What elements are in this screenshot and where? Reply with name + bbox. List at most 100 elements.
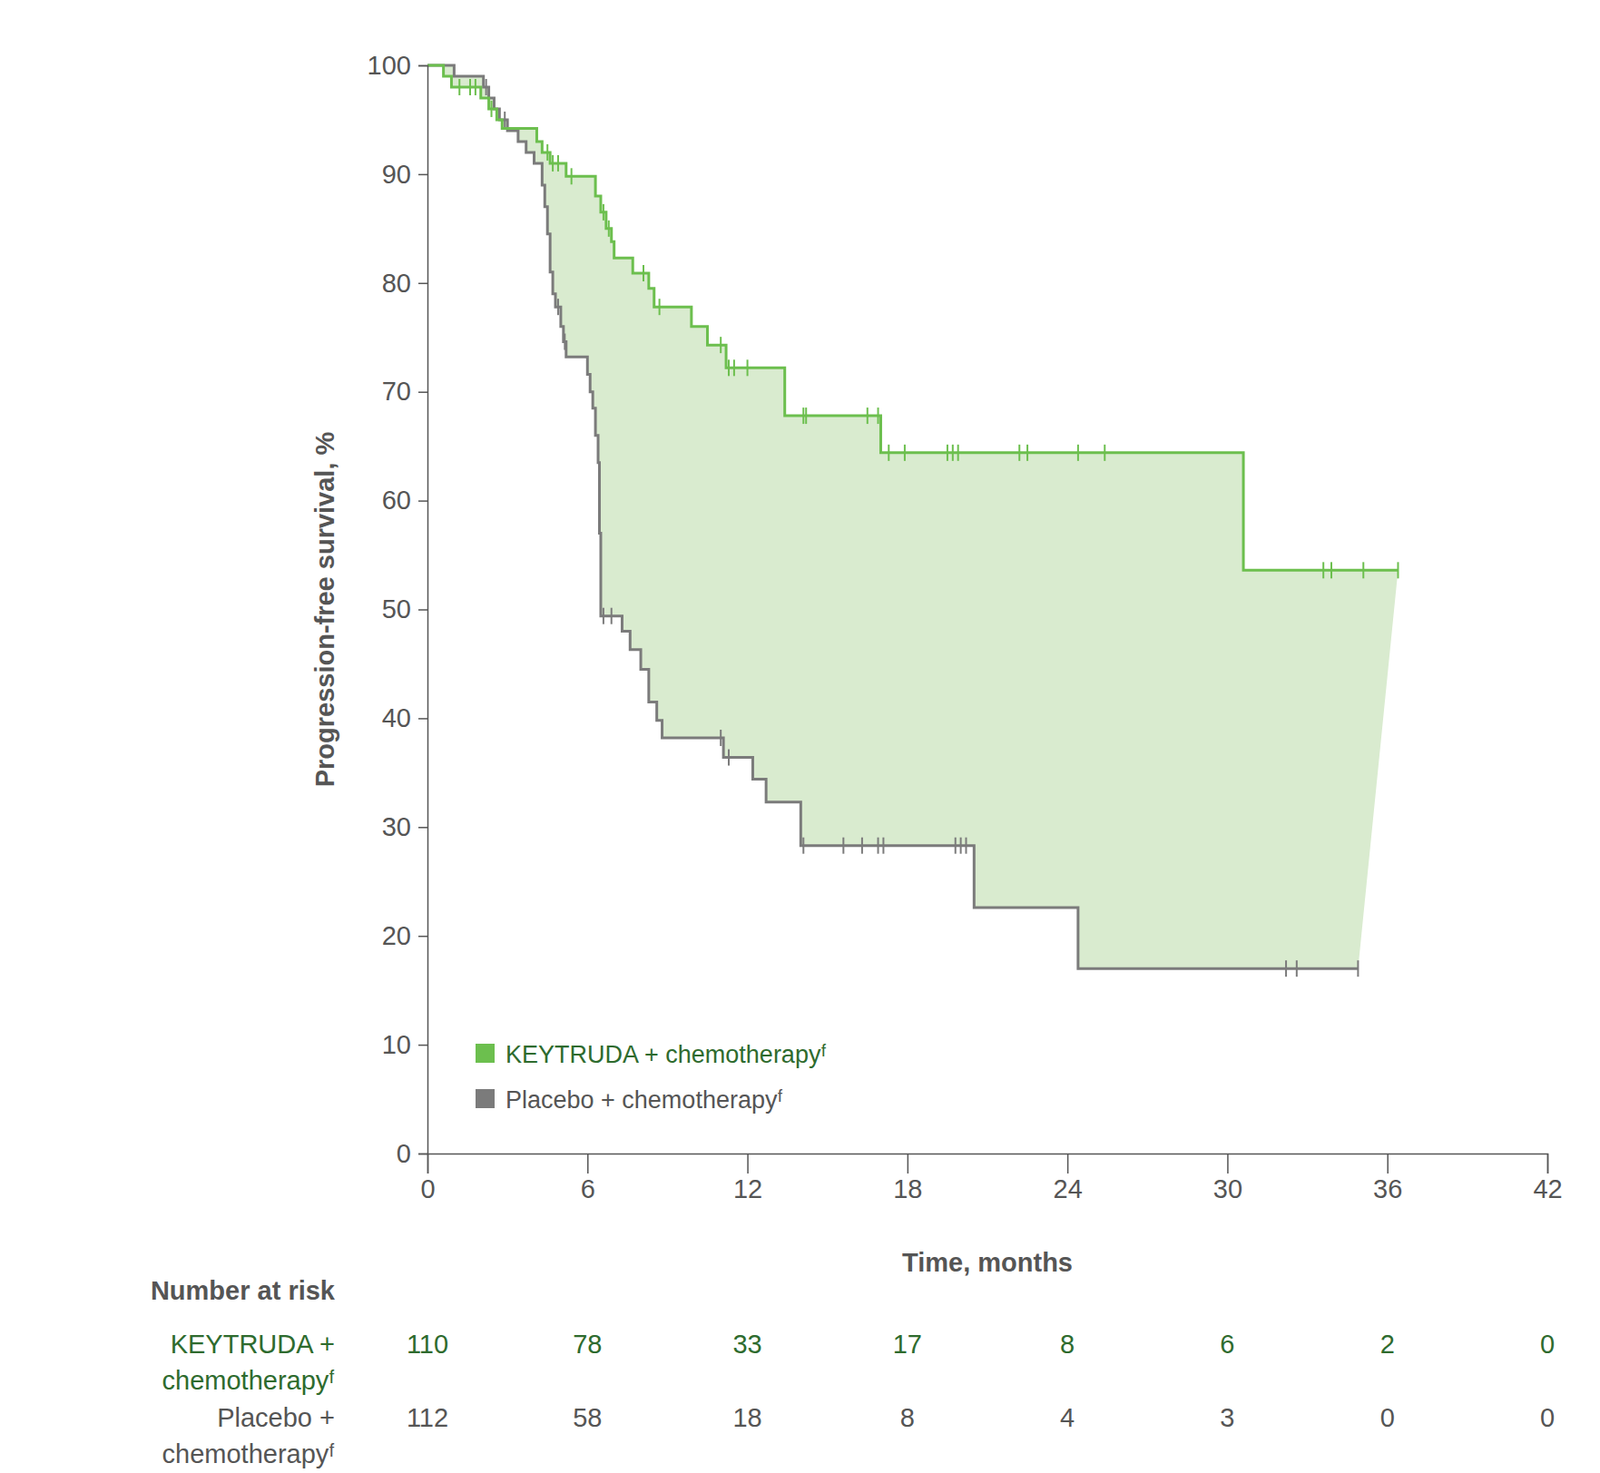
- x-tick-label: 0: [420, 1174, 435, 1204]
- censor-tick: [957, 444, 960, 462]
- x-tick-mark: [427, 1153, 430, 1174]
- censor-tick: [602, 608, 605, 625]
- y-axis-title: Progression-free survival, %: [310, 431, 340, 787]
- censor-tick: [719, 336, 722, 354]
- y-tick-mark: [418, 391, 428, 393]
- censor-tick: [469, 78, 472, 96]
- y-tick-label: 0: [396, 1138, 412, 1169]
- difference-area: [427, 65, 1398, 969]
- x-tick: 30: [1213, 1153, 1243, 1204]
- y-tick: 30: [382, 812, 428, 842]
- y-tick-label: 10: [382, 1030, 412, 1060]
- risk-row-label: Placebo +: [216, 1403, 335, 1433]
- censor-tick: [952, 444, 954, 462]
- risk-count: 0: [1540, 1329, 1555, 1359]
- y-tick-mark: [418, 826, 428, 829]
- risk-count: 0: [1380, 1403, 1395, 1433]
- censor-tick: [842, 837, 845, 854]
- censor-tick: [490, 100, 493, 118]
- censor-tick: [546, 144, 549, 161]
- censor-tick: [1396, 561, 1399, 579]
- censor-tick: [570, 167, 573, 185]
- y-tick-label: 100: [367, 50, 412, 80]
- y-axis-line: [418, 66, 429, 1155]
- x-axis: 06121824303642: [420, 1153, 1562, 1204]
- x-tick-mark: [587, 1153, 589, 1174]
- risk-count: 110: [406, 1329, 449, 1359]
- x-tick-mark: [746, 1153, 749, 1174]
- survival-line: [427, 65, 1358, 969]
- censor-tick: [1103, 444, 1106, 462]
- censor-tick: [1356, 960, 1359, 977]
- y-tick-mark: [418, 717, 428, 720]
- censor-tick: [658, 298, 661, 315]
- censor-tick: [1077, 444, 1080, 462]
- risk-table: Number at risk KEYTRUDA + chemotherapyᶠ 110…: [150, 1276, 1555, 1469]
- censor-tick: [557, 155, 560, 172]
- censor-tick: [954, 837, 957, 854]
- censor-tick: [882, 837, 884, 854]
- x-tick-label: 42: [1532, 1174, 1562, 1204]
- y-tick: 0: [396, 1138, 428, 1169]
- censor-tick: [946, 444, 949, 462]
- y-tick-mark: [418, 935, 428, 938]
- censor-tick: [727, 749, 730, 766]
- y-tick-mark: [418, 500, 428, 502]
- y-tick: 20: [382, 921, 428, 951]
- y-tick: 60: [382, 485, 428, 515]
- censor-tick: [503, 111, 506, 128]
- censor-tick: [804, 407, 807, 424]
- legend-swatch: [475, 1043, 495, 1063]
- censor-tick: [802, 837, 805, 854]
- risk-count: 3: [1219, 1403, 1235, 1433]
- censor-tick: [474, 78, 477, 96]
- y-tick-label: 40: [382, 703, 412, 733]
- censor-tick: [485, 78, 488, 96]
- censor-tick: [557, 298, 560, 315]
- censor-tick: [719, 729, 722, 747]
- y-tick-mark: [418, 1044, 428, 1047]
- x-tick: 42: [1532, 1153, 1562, 1204]
- risk-count: 18: [732, 1403, 762, 1433]
- censor-tick: [458, 78, 461, 96]
- y-tick: 10: [382, 1030, 428, 1060]
- censor-tick: [960, 837, 962, 854]
- risk-count: 6: [1219, 1329, 1235, 1359]
- legend-label: KEYTRUDA + chemotherapyᶠ: [505, 1040, 827, 1069]
- y-tick: 40: [382, 703, 428, 733]
- y-tick: 70: [382, 376, 428, 406]
- risk-count: 2: [1380, 1329, 1395, 1359]
- risk-count: 78: [572, 1329, 602, 1359]
- x-tick-mark: [1547, 1153, 1550, 1174]
- x-axis-title: Time, months: [902, 1247, 1073, 1277]
- x-tick-mark: [1067, 1153, 1070, 1174]
- censor-tick: [964, 837, 967, 854]
- censor-tick: [802, 407, 805, 424]
- x-tick-mark: [1386, 1153, 1389, 1174]
- censor-tick: [1295, 960, 1298, 977]
- x-tick-label: 12: [733, 1174, 763, 1204]
- risk-row-label: KEYTRUDA +: [170, 1329, 335, 1359]
- risk-count: 4: [1060, 1403, 1075, 1433]
- censor-tick: [877, 407, 880, 424]
- y-axis: 0102030405060708090100: [367, 50, 429, 1169]
- censor-tick: [1330, 561, 1333, 579]
- censor-tick: [563, 333, 566, 351]
- y-tick: 80: [382, 268, 428, 298]
- y-tick-mark: [418, 174, 428, 177]
- risk-count: 17: [893, 1329, 923, 1359]
- risk-count: 8: [900, 1403, 915, 1433]
- censor-tick: [642, 265, 645, 282]
- censor-tick: [903, 444, 906, 462]
- censor-tick: [610, 608, 613, 625]
- x-axis-line: [428, 1154, 1549, 1175]
- censor-tick: [608, 220, 610, 237]
- y-tick-mark: [418, 283, 428, 285]
- censor-tick: [877, 837, 880, 854]
- y-tick: 100: [367, 50, 428, 80]
- censor-tick: [733, 359, 736, 376]
- risk-table-title: Number at risk: [150, 1276, 336, 1306]
- chart: 010203040506070809010006121824303642Prog…: [0, 0, 1600, 1473]
- x-tick-label: 24: [1053, 1174, 1083, 1204]
- risk-row-label: chemotherapyᶠ: [162, 1439, 335, 1469]
